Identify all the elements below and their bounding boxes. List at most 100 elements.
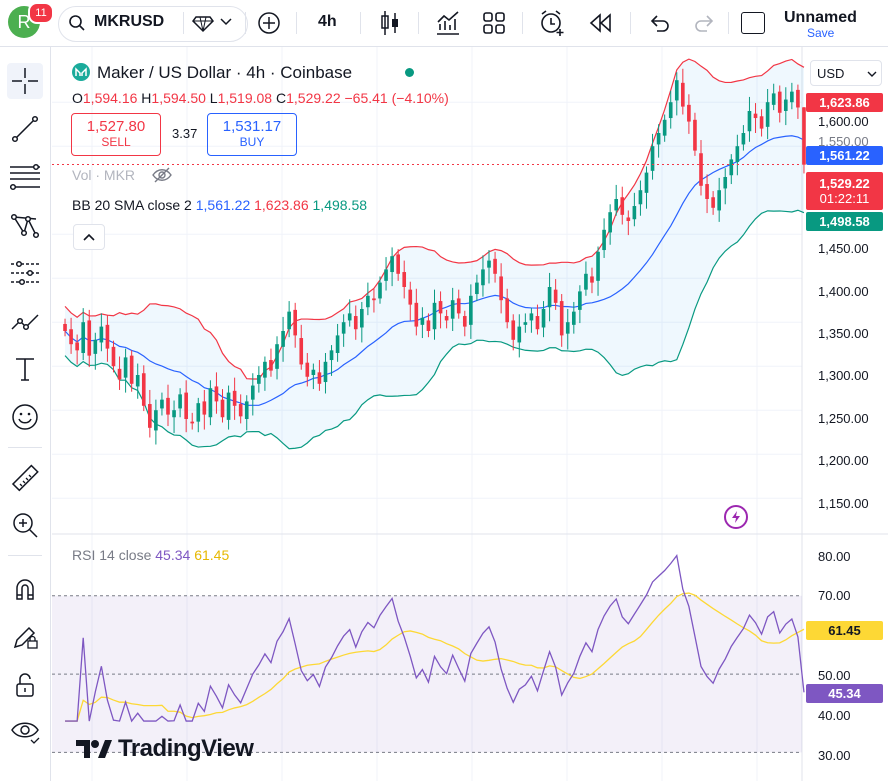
interval-button[interactable]: 4h bbox=[318, 13, 337, 30]
currency-label: USD bbox=[817, 65, 845, 81]
candle-body bbox=[699, 153, 703, 186]
volume-legend[interactable]: Vol · MKR bbox=[72, 167, 136, 183]
candle-body bbox=[420, 317, 425, 325]
candle-body bbox=[590, 276, 594, 283]
trend-line-icon[interactable] bbox=[7, 111, 43, 147]
candle-body bbox=[571, 311, 576, 325]
market-status-dot bbox=[405, 68, 414, 77]
candle-body bbox=[81, 322, 86, 353]
add-compare-icon[interactable] bbox=[257, 11, 281, 35]
symbol-search[interactable] bbox=[58, 6, 248, 42]
symbol-name[interactable]: MKRUSD bbox=[94, 13, 165, 30]
layout-square-icon[interactable] bbox=[741, 12, 765, 34]
indicators-icon[interactable] bbox=[435, 10, 461, 36]
rsi-tick: 50.00 bbox=[818, 668, 851, 683]
diamond-icon[interactable] bbox=[192, 13, 214, 33]
alert-clock-icon[interactable] bbox=[538, 9, 566, 37]
crosshair-icon[interactable] bbox=[7, 63, 43, 99]
bb-basis-tag: 1,561.22 bbox=[806, 146, 883, 165]
open-label: O bbox=[72, 90, 83, 106]
lightning-icon[interactable] bbox=[724, 505, 748, 529]
lock-drawing-pencil-icon[interactable] bbox=[7, 619, 43, 655]
candle-body bbox=[263, 361, 267, 378]
spread-value: 3.37 bbox=[172, 126, 198, 141]
bollinger-bands bbox=[64, 58, 805, 450]
collapse-legend-button[interactable] bbox=[73, 224, 105, 250]
candle-body bbox=[717, 190, 721, 211]
rsi-legend[interactable]: RSI 14 close 45.34 61.45 bbox=[72, 547, 229, 563]
candle-body bbox=[553, 289, 558, 303]
buy-label: BUY bbox=[239, 135, 265, 149]
layout-name[interactable]: Unnamed bbox=[784, 9, 857, 26]
bb-lower-line bbox=[64, 209, 805, 450]
buy-price: 1,531.17 bbox=[222, 118, 282, 135]
candle-body bbox=[638, 190, 643, 205]
chevron-down-icon[interactable] bbox=[220, 17, 232, 27]
candle-body bbox=[790, 91, 794, 103]
tradingview-logo[interactable]: TradingView bbox=[76, 735, 254, 763]
change-value: −65.41 (−4.10%) bbox=[344, 90, 449, 106]
save-button[interactable]: Save bbox=[807, 26, 835, 40]
drawing-toolbar bbox=[0, 47, 51, 781]
candle-body bbox=[99, 326, 104, 343]
symbol-title[interactable]: Maker / US Dollar · 4h · Coinbase bbox=[97, 63, 353, 82]
candle-body bbox=[705, 184, 709, 199]
candle-body bbox=[323, 361, 328, 383]
replay-icon[interactable] bbox=[588, 13, 612, 33]
bb-legend[interactable]: BB 20 SMA close 2 1,561.22 1,623.86 1,49… bbox=[72, 197, 367, 213]
top-toolbar: R 11 MKRUSD 4h Unnamed Save bbox=[0, 0, 888, 47]
magnet-icon[interactable] bbox=[7, 571, 43, 607]
eye-icon[interactable] bbox=[7, 713, 43, 749]
price-tick: 1,250.00 bbox=[818, 411, 869, 426]
candle-body bbox=[747, 111, 752, 132]
forecast-icon[interactable] bbox=[7, 255, 43, 291]
sell-price: 1,527.80 bbox=[86, 118, 146, 135]
emoji-icon[interactable] bbox=[7, 399, 43, 435]
candle-body bbox=[335, 335, 340, 353]
ruler-icon[interactable] bbox=[7, 461, 43, 497]
buy-button[interactable]: 1,531.17 BUY bbox=[207, 113, 297, 156]
candle-body bbox=[505, 298, 509, 323]
candle-body bbox=[408, 289, 413, 305]
price-tick: 1,550.00 bbox=[818, 134, 869, 149]
candle-body bbox=[220, 399, 225, 418]
candlesticks bbox=[52, 68, 806, 445]
fib-retracement-icon[interactable] bbox=[7, 159, 43, 195]
rsi-ma-tag: 61.45 bbox=[806, 621, 883, 640]
candle-body bbox=[626, 217, 631, 221]
candle-body bbox=[614, 199, 619, 211]
bb-lower-tag: 1,498.58 bbox=[806, 212, 883, 231]
pattern-icon[interactable] bbox=[7, 207, 43, 243]
rsi-line bbox=[65, 554, 805, 723]
high-value: 1,594.50 bbox=[151, 90, 206, 106]
layouts-icon[interactable] bbox=[482, 11, 506, 35]
chart-area[interactable] bbox=[52, 47, 888, 781]
candle-body bbox=[293, 309, 298, 336]
currency-select[interactable]: USD bbox=[810, 60, 882, 86]
undo-icon[interactable] bbox=[648, 13, 670, 33]
brush-icon[interactable] bbox=[7, 303, 43, 339]
maker-logo bbox=[72, 63, 90, 81]
candle-body bbox=[166, 397, 170, 415]
text-icon[interactable] bbox=[7, 351, 43, 387]
notification-badge[interactable]: 11 bbox=[28, 2, 54, 24]
candle-body bbox=[238, 404, 243, 417]
candle-body bbox=[287, 311, 291, 330]
candle-body bbox=[547, 287, 552, 308]
hidden-eye-icon[interactable] bbox=[151, 166, 173, 184]
zoom-in-icon[interactable] bbox=[7, 507, 43, 543]
tradingview-text: TradingView bbox=[118, 735, 254, 762]
candle-body bbox=[444, 316, 449, 321]
candle-body bbox=[154, 410, 158, 431]
candle-body bbox=[226, 392, 231, 420]
candle-body bbox=[741, 133, 746, 145]
redo-icon[interactable] bbox=[694, 13, 716, 33]
candle-body bbox=[329, 350, 334, 361]
candle-body bbox=[608, 212, 612, 233]
lock-icon[interactable] bbox=[7, 667, 43, 703]
sell-button[interactable]: 1,527.80 SELL bbox=[71, 113, 161, 156]
candle-body bbox=[178, 394, 182, 409]
avatar-letter: R bbox=[17, 11, 31, 32]
candles-icon[interactable] bbox=[378, 10, 402, 36]
candle-body bbox=[214, 386, 219, 402]
